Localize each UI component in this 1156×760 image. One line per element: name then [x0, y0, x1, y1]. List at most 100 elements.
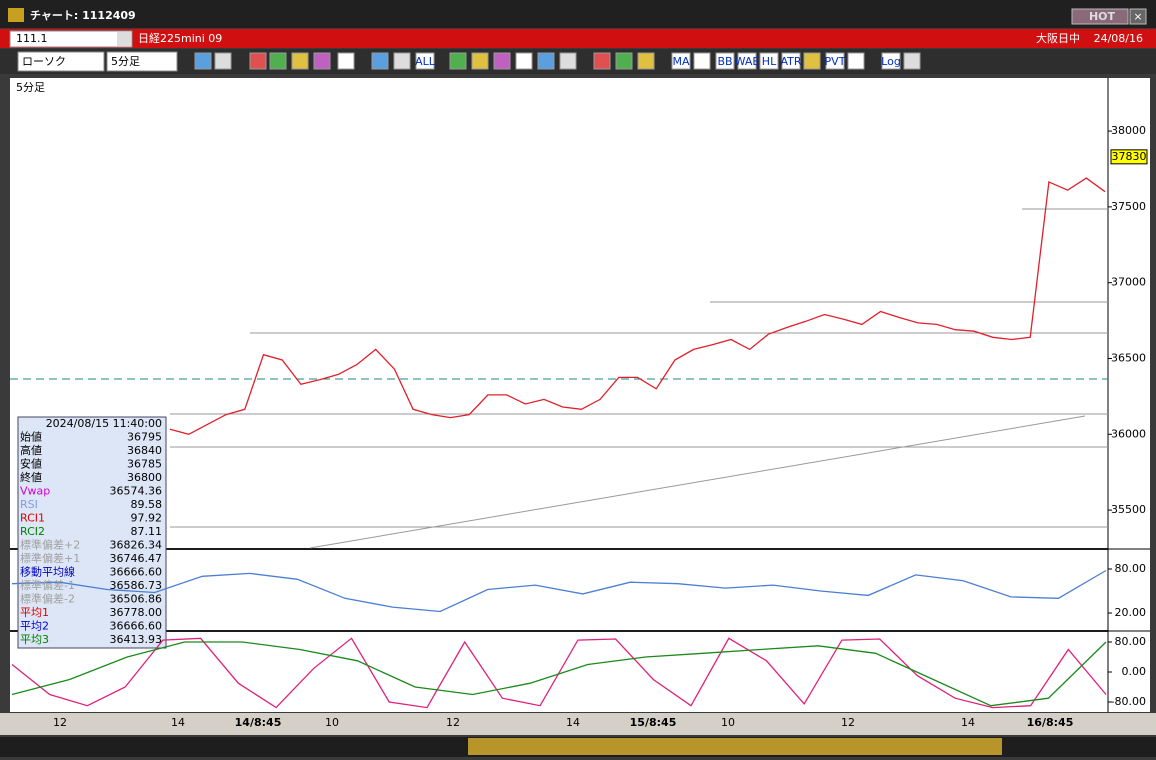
- x-tick-label: 10: [721, 716, 735, 729]
- tool-button-label[interactable]: ALL: [415, 55, 436, 68]
- info-value: 36666.60: [110, 620, 163, 633]
- tool-icon[interactable]: [393, 52, 411, 70]
- info-label: 標準偏差+2: [20, 538, 80, 552]
- tool-button[interactable]: [881, 52, 901, 70]
- tool-icon[interactable]: [537, 52, 555, 70]
- tool-icon[interactable]: [493, 52, 511, 70]
- info-label: 平均1: [20, 606, 49, 619]
- tool-icon[interactable]: [637, 52, 655, 70]
- series-line: [169, 177, 1106, 435]
- info-value: 87.11: [131, 525, 163, 538]
- tool-button[interactable]: [737, 52, 757, 70]
- instrument: 日経225mini 09: [138, 32, 222, 45]
- info-value: 36800: [127, 471, 162, 484]
- header-bar: [0, 29, 1156, 48]
- close-icon[interactable]: ×: [1133, 10, 1142, 23]
- tool-button[interactable]: [715, 52, 735, 70]
- tool-button[interactable]: [415, 52, 435, 70]
- tool-icon[interactable]: [903, 52, 921, 70]
- y-tick-label: 35500: [1111, 503, 1146, 516]
- info-label: 平均2: [20, 620, 49, 633]
- tool-button[interactable]: [825, 52, 845, 70]
- info-label: 高値: [20, 443, 42, 457]
- tool-button-label[interactable]: PVT: [825, 55, 846, 68]
- drawing-lines: [170, 208, 1108, 549]
- tool-icon[interactable]: [847, 52, 865, 70]
- code[interactable]: 111.1: [16, 32, 48, 45]
- y-tick-label: 80.00: [1115, 562, 1147, 575]
- tool-button-label[interactable]: MA: [672, 55, 689, 68]
- tool-icon[interactable]: [337, 52, 355, 70]
- x-tick-label: 14/8:45: [235, 716, 282, 729]
- tool-icon[interactable]: [249, 52, 267, 70]
- tool-icon[interactable]: [214, 52, 232, 70]
- last-price-tag: [1110, 149, 1148, 165]
- tool-button-label[interactable]: ATR: [780, 55, 801, 68]
- tool-icon[interactable]: [559, 52, 577, 70]
- hot-label[interactable]: HOT: [1089, 10, 1116, 23]
- tool-button-label[interactable]: Log: [881, 55, 901, 68]
- trend-line: [309, 415, 1086, 549]
- tool-icon[interactable]: [371, 52, 389, 70]
- code-dropdown[interactable]: [117, 32, 131, 46]
- tool-icon[interactable]: [313, 52, 331, 70]
- window-title: チャート: 1112409: [30, 9, 136, 22]
- tool-button[interactable]: [671, 52, 691, 70]
- tool-button-label[interactable]: HL: [762, 55, 777, 68]
- y-tick-label: 80.00: [1115, 635, 1147, 648]
- tool-icon[interactable]: [515, 52, 533, 70]
- toolbar: [0, 49, 1156, 74]
- info-value: 36586.73: [110, 579, 163, 592]
- x-tick-label: 12: [446, 716, 460, 729]
- info-label: RCI1: [20, 512, 45, 525]
- scroll-thumb[interactable]: [468, 738, 1002, 755]
- y-tick-label: 20.00: [1115, 606, 1147, 619]
- tool-icon[interactable]: [291, 52, 309, 70]
- tool-icon[interactable]: [194, 52, 212, 70]
- info-label: 終値: [20, 470, 42, 484]
- last-price-label: 37830: [1112, 150, 1147, 163]
- tool-button[interactable]: [759, 52, 779, 70]
- tool-icon[interactable]: [693, 52, 711, 70]
- title-bar: [0, 0, 1156, 28]
- chart-title: 5分足: [16, 81, 45, 94]
- chart-type-select[interactable]: [17, 51, 105, 72]
- tool-icon[interactable]: [471, 52, 489, 70]
- info-label: 標準偏差+1: [20, 551, 80, 565]
- series-line: [11, 637, 1107, 709]
- tool-button-label[interactable]: WAE: [735, 55, 760, 68]
- tool-icon[interactable]: [269, 52, 287, 70]
- tool-button-label[interactable]: BB: [717, 55, 732, 68]
- y-tick-label: -80.00: [1111, 695, 1146, 708]
- close-button[interactable]: [1129, 8, 1147, 25]
- interval-select[interactable]: [106, 51, 178, 72]
- y-tick-label: 36000: [1111, 427, 1146, 440]
- tool-icon[interactable]: [593, 52, 611, 70]
- info-label: 標準偏差-2: [20, 592, 75, 606]
- info-value: 36413.93: [110, 633, 163, 646]
- x-tick-label: 12: [53, 716, 67, 729]
- x-axis-band: [0, 713, 1156, 735]
- tool-icon[interactable]: [449, 52, 467, 70]
- price-panel: [10, 78, 1108, 548]
- x-tick-label: 14: [171, 716, 185, 729]
- tool-button[interactable]: [781, 52, 801, 70]
- x-tick-label: 14: [961, 716, 975, 729]
- y-tick-label: 36500: [1111, 351, 1146, 364]
- info-value: 89.58: [131, 498, 163, 511]
- y-tick-label: 0.00: [1122, 665, 1147, 678]
- info-label: 移動平均線: [20, 565, 75, 579]
- interval[interactable]: 5分足: [111, 55, 140, 68]
- hot-button[interactable]: [1071, 8, 1129, 25]
- info-value: 36795: [127, 431, 162, 444]
- chart-type[interactable]: ローソク: [22, 55, 66, 68]
- code-input[interactable]: [9, 30, 133, 48]
- tool-icon[interactable]: [803, 52, 821, 70]
- info-label: 平均3: [20, 633, 49, 646]
- app-icon: [8, 8, 24, 22]
- x-tick-label: 14: [566, 716, 580, 729]
- info-label: 安値: [20, 457, 42, 471]
- info-value: 36666.60: [110, 566, 163, 579]
- info-value: 36840: [127, 444, 162, 457]
- tool-icon[interactable]: [615, 52, 633, 70]
